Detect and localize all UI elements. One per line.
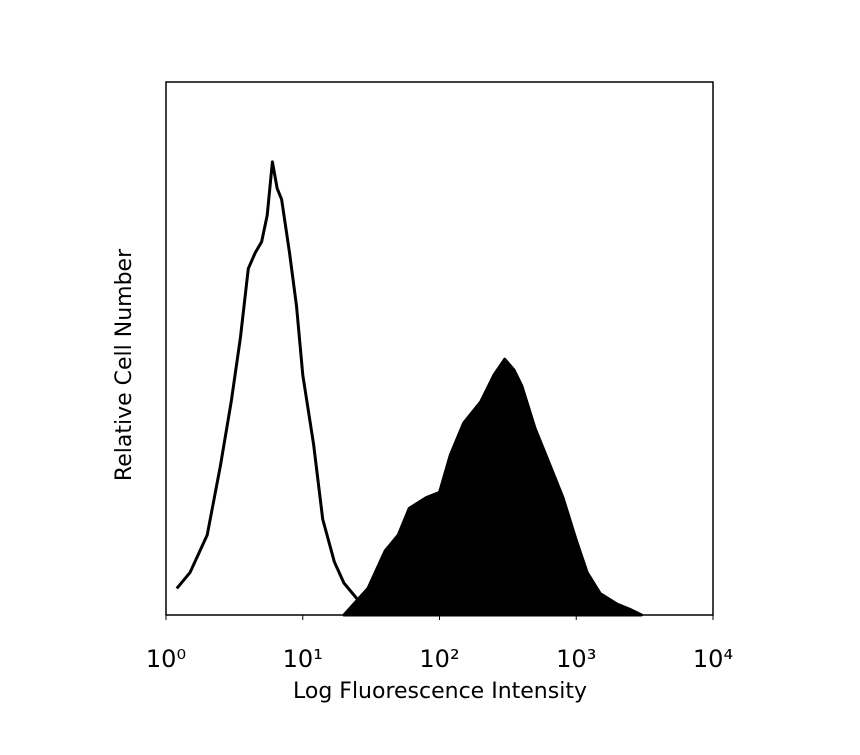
filled-histogram: [342, 357, 643, 617]
x-axis-label: Log Fluorescence Intensity: [293, 679, 587, 704]
x-tick-label: 10⁰: [146, 645, 186, 673]
y-axis-label: Relative Cell Number: [112, 248, 137, 481]
x-tick-label: 10²: [419, 645, 459, 673]
x-tick-label: 10¹: [283, 645, 323, 673]
x-tick-label: 10⁴: [693, 645, 733, 673]
open-histogram: [175, 160, 386, 617]
x-tick-label: 10³: [556, 645, 596, 673]
